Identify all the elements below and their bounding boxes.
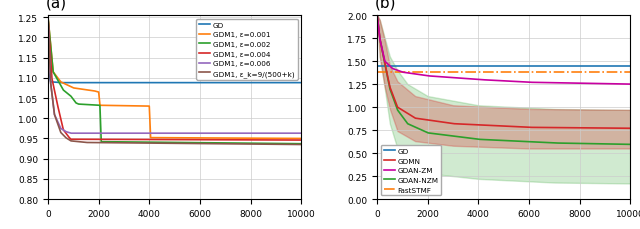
FastSTMF [373, 71, 381, 74]
GDM1, ε=0.001 [233, 137, 241, 140]
GDM1, ε_k=9/(500+k) [44, 17, 52, 19]
GDM1, ε=0.006 [44, 17, 52, 19]
GDM1, ε=0.004 [90, 138, 98, 141]
GDM1, ε_k=9/(500+k) [298, 144, 305, 146]
GD [90, 82, 98, 85]
GDM1, ε=0.004 [252, 139, 260, 142]
GD [141, 82, 148, 85]
GDAN-ZM [525, 82, 533, 84]
GDM1, ε_k=9/(500+k) [141, 142, 148, 145]
GDM1, ε=0.006 [196, 132, 204, 135]
Line: GDAN-ZM: GDAN-ZM [377, 16, 630, 85]
GDM1, ε=0.006 [298, 132, 305, 135]
GDM1, ε=0.001 [196, 137, 204, 140]
GD [196, 82, 204, 85]
GDM1, ε=0.004 [196, 139, 204, 142]
GDM1, ε=0.006 [90, 132, 98, 135]
GDM1, ε=0.006 [67, 132, 75, 135]
GDM1, ε_k=9/(500+k) [90, 142, 98, 144]
GDM1, ε=0.002 [209, 142, 216, 144]
Line: GDAN-NZM: GDAN-NZM [377, 16, 630, 145]
GDM1, ε=0.004 [141, 139, 148, 141]
GDM1, ε=0.004 [209, 139, 216, 142]
Text: (b): (b) [374, 0, 396, 11]
GDAN-NZM [373, 15, 381, 17]
GDM1, ε=0.002 [141, 141, 148, 144]
GDAN-NZM [627, 143, 634, 146]
GDAN-NZM [582, 142, 589, 145]
GD [252, 82, 260, 85]
GD [233, 82, 241, 85]
GDM1, ε=0.006 [209, 132, 216, 135]
GDM1, ε=0.002 [233, 142, 241, 145]
GDM1, ε=0.002 [196, 142, 204, 144]
GDM1, ε=0.002 [298, 143, 305, 145]
Text: (a): (a) [45, 0, 67, 11]
GDMN [538, 127, 546, 129]
GDMN [419, 118, 427, 121]
GDM1, ε=0.006 [233, 132, 241, 135]
GDM1, ε=0.001 [44, 17, 52, 19]
GDAN-ZM [582, 82, 589, 85]
GDMN [525, 126, 533, 129]
GDM1, ε=0.002 [90, 104, 98, 107]
GDAN-ZM [419, 74, 427, 77]
GDAN-NZM [538, 141, 546, 144]
GDAN-ZM [470, 79, 478, 81]
Line: GDM1, ε=0.002: GDM1, ε=0.002 [48, 18, 301, 144]
Line: GDM1, ε_k=9/(500+k): GDM1, ε_k=9/(500+k) [48, 18, 301, 145]
Line: GDM1, ε=0.001: GDM1, ε=0.001 [48, 18, 301, 139]
GDMN [627, 127, 634, 130]
GDM1, ε=0.001 [252, 137, 260, 140]
GDM1, ε=0.001 [209, 137, 216, 140]
GDM1, ε=0.004 [233, 139, 241, 142]
GDAN-NZM [563, 142, 570, 145]
GD [57, 82, 65, 85]
GDM1, ε=0.006 [252, 132, 260, 135]
GDAN-ZM [373, 15, 381, 17]
GDM1, ε_k=9/(500+k) [196, 142, 204, 145]
GDM1, ε=0.001 [298, 137, 305, 140]
FastSTMF [373, 71, 381, 74]
Legend: GD, GDM1, ε=0.001, GDM1, ε=0.002, GDM1, ε=0.004, GDM1, ε=0.006, GDM1, ε_k=9/(500: GD, GDM1, ε=0.001, GDM1, ε=0.002, GDM1, … [196, 20, 298, 80]
GDM1, ε=0.001 [141, 105, 148, 108]
GDAN-ZM [563, 82, 570, 85]
Line: GDM1, ε=0.006: GDM1, ε=0.006 [48, 18, 301, 134]
GDMN [373, 15, 381, 17]
GDMN [582, 127, 589, 130]
GDM1, ε=0.006 [141, 132, 148, 135]
GDAN-NZM [470, 138, 478, 140]
GDAN-ZM [538, 82, 546, 85]
GD [298, 82, 305, 85]
GDM1, ε=0.002 [252, 142, 260, 145]
Line: GDM1, ε=0.004: GDM1, ε=0.004 [48, 18, 301, 140]
GD [44, 69, 52, 72]
Line: GDMN: GDMN [377, 16, 630, 129]
GD [209, 82, 216, 85]
GDM1, ε=0.002 [44, 17, 52, 19]
GDM1, ε=0.004 [298, 139, 305, 142]
Line: GD: GD [48, 70, 301, 83]
GDAN-NZM [525, 141, 533, 144]
GDMN [470, 124, 478, 126]
GDAN-NZM [419, 130, 427, 133]
GDM1, ε_k=9/(500+k) [233, 143, 241, 146]
GDAN-ZM [627, 83, 634, 86]
GD [373, 65, 381, 68]
GDM1, ε_k=9/(500+k) [252, 143, 260, 146]
GDM1, ε_k=9/(500+k) [209, 143, 216, 145]
GDM1, ε=0.004 [44, 17, 52, 19]
GD [373, 65, 381, 68]
Legend: GD, GDMN, GDAN-ZM, GDAN-NZM, FastSTMF: GD, GDMN, GDAN-ZM, GDAN-NZM, FastSTMF [381, 145, 442, 196]
GDMN [563, 127, 570, 129]
GDM1, ε=0.001 [90, 90, 98, 93]
